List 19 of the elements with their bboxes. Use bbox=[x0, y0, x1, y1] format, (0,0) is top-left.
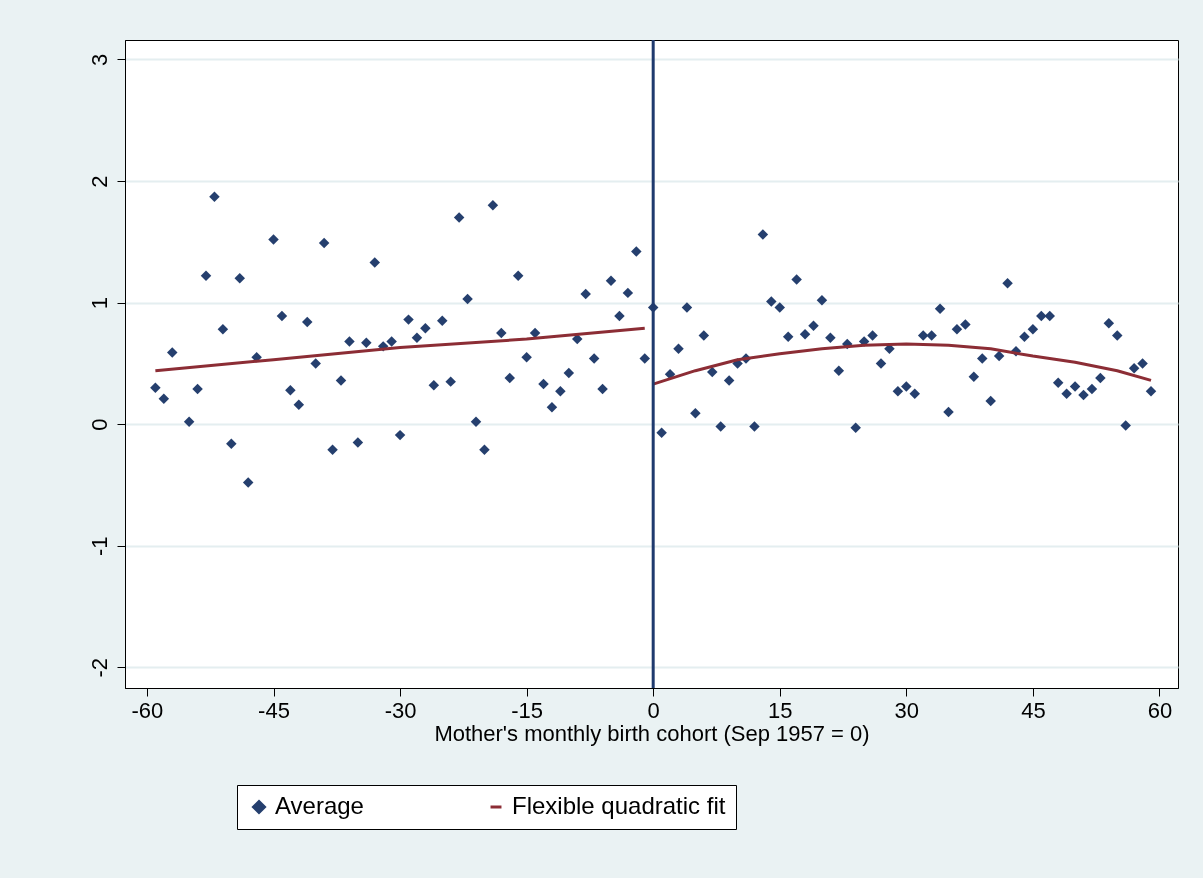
x-tick-label: -15 bbox=[511, 697, 544, 723]
line-series bbox=[153, 326, 647, 373]
y-tick-label: -1 bbox=[86, 536, 112, 557]
y-tick-label: 3 bbox=[86, 53, 112, 67]
y-tick-label: 2 bbox=[86, 175, 112, 188]
x-tick-label: 15 bbox=[768, 697, 793, 723]
x-tick-label: 45 bbox=[1021, 697, 1046, 723]
legend-label: Flexible quadratic fit bbox=[512, 792, 726, 819]
x-axis-title: Mother's monthly birth cohort (Sep 1957 = 0) bbox=[434, 720, 870, 746]
y-tick-label: 0 bbox=[86, 418, 112, 431]
x-tick-label: -45 bbox=[258, 697, 290, 723]
x-tick-label: -30 bbox=[384, 697, 417, 723]
y-tick-label: -2 bbox=[86, 658, 112, 678]
x-tick-label: 0 bbox=[647, 697, 660, 723]
x-tick-label: -60 bbox=[131, 697, 164, 723]
x-tick-label: 30 bbox=[894, 697, 920, 723]
legend-label: Average bbox=[275, 792, 364, 819]
y-tick-label: 1 bbox=[86, 296, 112, 310]
x-tick-label: 60 bbox=[1147, 697, 1173, 723]
